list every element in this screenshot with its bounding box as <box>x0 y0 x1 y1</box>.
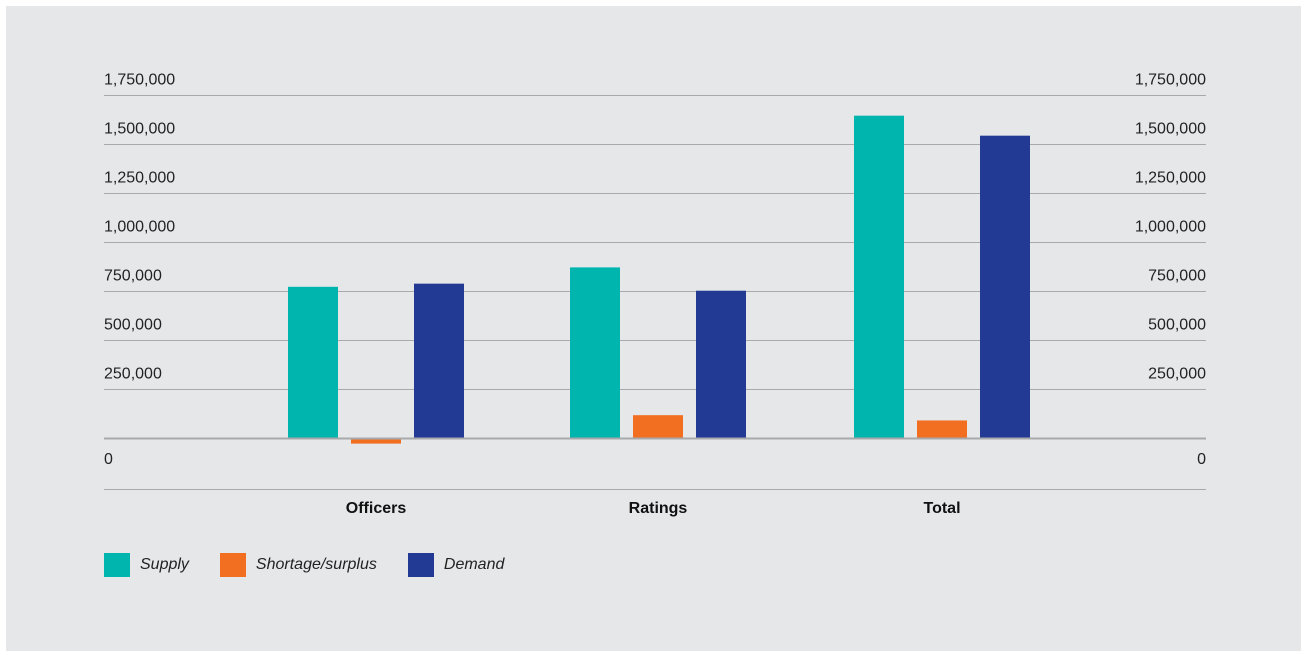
y-tick-label-right: 1,000,000 <box>1135 219 1206 236</box>
bar-supply-officers <box>288 286 338 439</box>
legend-label-demand: Demand <box>443 556 505 573</box>
legend-item-supply: Supply <box>104 553 189 577</box>
y-tick-label-right: 750,000 <box>1148 268 1206 285</box>
y-tick-label-right: 500,000 <box>1148 317 1206 334</box>
x-category-label: Total <box>923 500 960 517</box>
x-category-label: Officers <box>346 500 407 517</box>
bar-shortage-surplus-ratings <box>633 415 683 439</box>
y-tick-label-right: 1,750,000 <box>1135 72 1206 89</box>
bar-supply-ratings <box>570 267 620 439</box>
legend-item-demand: Demand <box>407 553 505 577</box>
y-tick-label-right: 0 <box>1197 451 1206 468</box>
y-tick-label-left: 1,250,000 <box>104 170 175 187</box>
bar-demand-officers <box>414 283 464 439</box>
bar-shortage-surplus-total <box>917 420 967 439</box>
legend-swatch-supply <box>104 553 130 577</box>
chart-legend: Supply Shortage/surplus Demand <box>104 553 535 577</box>
x-category-label: Ratings <box>629 500 688 517</box>
y-tick-label-left: 750,000 <box>104 268 162 285</box>
bar-shortage-surplus-officers <box>351 438 401 444</box>
bar-demand-total <box>980 135 1030 439</box>
y-tick-label-right: 1,250,000 <box>1135 170 1206 187</box>
legend-label-supply: Supply <box>140 556 189 573</box>
y-tick-label-left: 1,750,000 <box>104 72 175 89</box>
y-tick-label-right: 250,000 <box>1148 366 1206 383</box>
y-tick-label-right: 1,500,000 <box>1135 121 1206 138</box>
y-tick-label-left: 500,000 <box>104 317 162 334</box>
legend-swatch-shortage-surplus <box>219 553 246 577</box>
legend-label-shortage-surplus: Shortage/surplus <box>255 556 377 573</box>
chart-background <box>6 6 1301 651</box>
y-tick-label-left: 1,500,000 <box>104 121 175 138</box>
y-tick-label-left: 250,000 <box>104 366 162 383</box>
bar-demand-ratings <box>696 290 746 439</box>
y-tick-label-left: 1,000,000 <box>104 219 175 236</box>
legend-item-shortage-surplus: Shortage/surplus <box>219 553 377 577</box>
y-tick-label-left: 0 <box>104 451 113 468</box>
legend-swatch-demand <box>407 553 434 577</box>
bar-supply-total <box>854 115 904 439</box>
